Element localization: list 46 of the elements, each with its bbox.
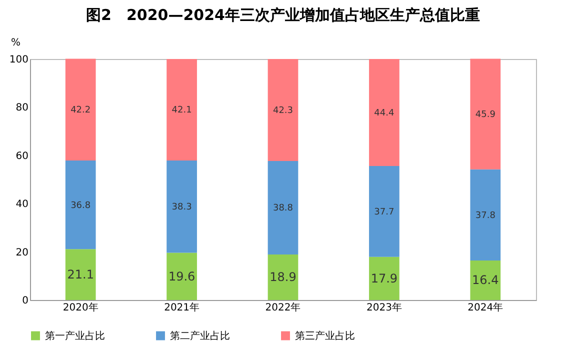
bar: [470, 169, 501, 260]
bar: [268, 59, 298, 161]
bar: [369, 59, 400, 166]
bar: [65, 249, 96, 300]
data-label: 42.3: [272, 106, 294, 116]
data-label: 44.4: [374, 108, 394, 118]
y-tick-label: 20: [16, 247, 28, 258]
x-tick-label: 2020年: [62, 302, 98, 314]
data-label: 21.1: [67, 268, 94, 282]
legend-label: 第三产业占比: [295, 330, 355, 342]
bar: [268, 254, 298, 300]
y-tick-label: 80: [16, 102, 28, 114]
bar: [166, 59, 197, 160]
legend-label: 第一产业占比: [45, 330, 105, 342]
data-label: 19.6: [168, 269, 196, 284]
data-label: 45.9: [475, 110, 496, 120]
y-tick-label: 0: [22, 296, 28, 306]
legend-label: 第二产业占比: [170, 330, 230, 342]
data-label: 42.2: [70, 106, 91, 116]
bar: [369, 166, 400, 257]
x-tick-label: 2024年: [468, 302, 504, 314]
bar: [470, 260, 501, 300]
data-label: 42.1: [172, 106, 192, 116]
x-tick-label: 2022年: [265, 302, 301, 314]
bar: [369, 256, 400, 300]
data-label: 37.8: [475, 210, 496, 221]
y-axis-title: %: [10, 38, 20, 48]
x-tick-label: 2021年: [164, 302, 200, 314]
data-label: 16.4: [472, 273, 499, 288]
chart-title: 图2 2020—2024年三次产业增加值占地区生产总值比重: [86, 6, 480, 24]
bar: [166, 160, 197, 253]
data-label: 38.3: [172, 202, 192, 213]
data-label: 17.9: [370, 271, 398, 286]
bar: [470, 58, 501, 170]
bar: [166, 252, 197, 300]
y-tick-label: 40: [16, 199, 28, 210]
y-tick-label: 100: [9, 54, 28, 66]
data-label: 36.8: [70, 200, 91, 211]
x-tick-label: 2023年: [366, 302, 402, 314]
bar: [65, 160, 96, 250]
y-tick-label: 60: [16, 150, 28, 162]
bar: [65, 58, 96, 160]
data-label: 37.7: [374, 207, 394, 218]
data-label: 18.9: [270, 270, 296, 284]
bar: [268, 160, 298, 254]
data-label: 38.8: [272, 204, 294, 214]
